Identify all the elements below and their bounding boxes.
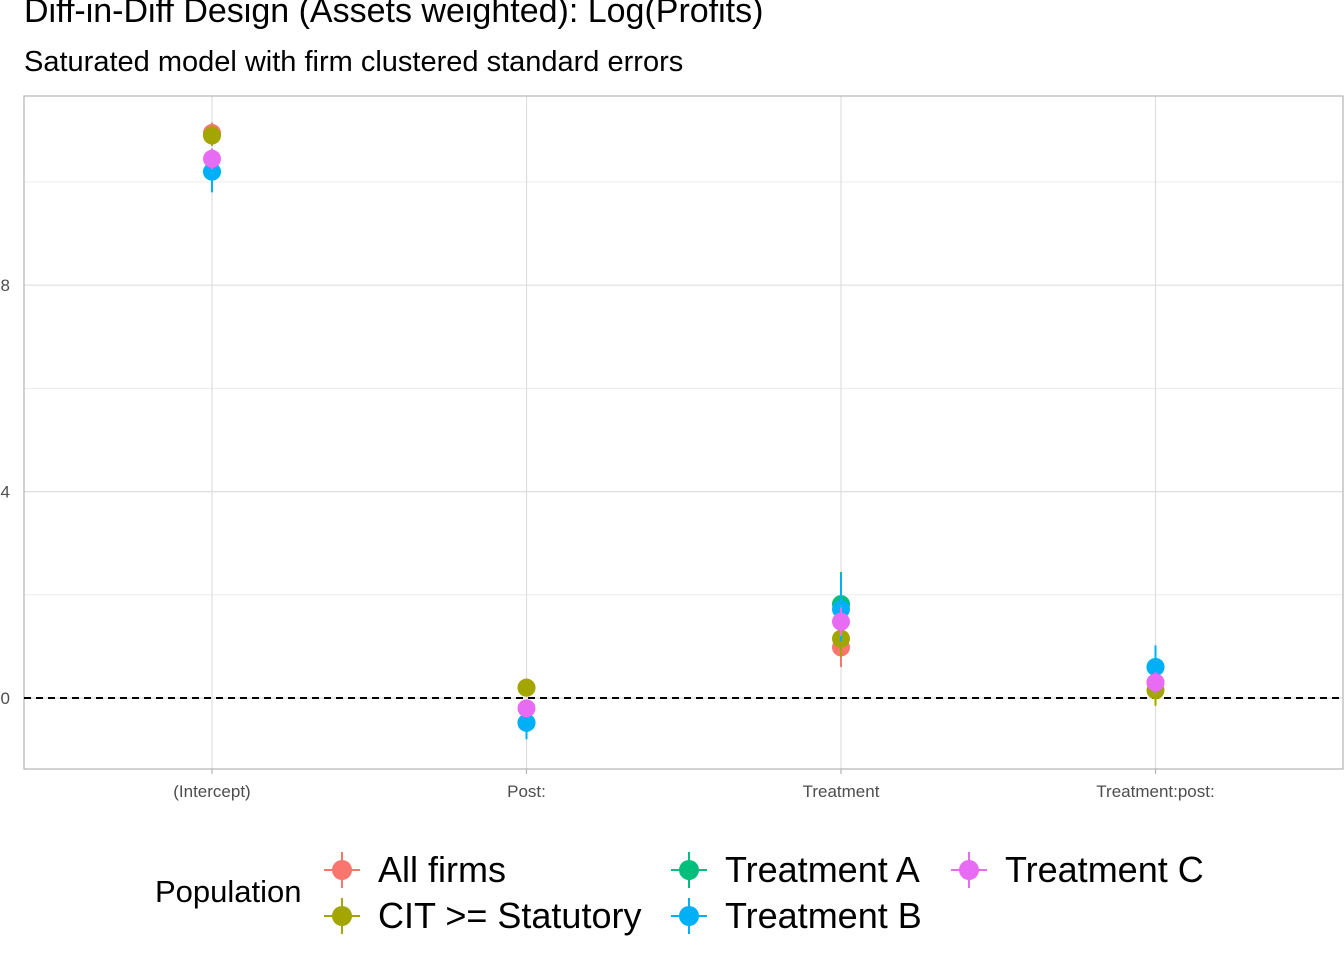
legend-item: CIT >= Statutory [320,894,641,938]
data-point [203,149,221,168]
data-point [203,162,221,181]
legend-key [951,852,987,888]
data-point [517,699,536,718]
legend-item: All firms [320,848,506,892]
data-point [203,126,221,145]
legend-title: Population [155,874,302,909]
y-tick-label: 8 [1,276,10,295]
legend-key [671,852,707,888]
legend-key [671,898,707,934]
x-tick-label: Post: [507,782,546,801]
legend-item: Treatment C [947,848,1204,892]
legend-key [324,852,360,888]
x-tick-label: Treatment:post: [1096,782,1214,801]
x-tick-label: (Intercept) [173,782,250,801]
data-point [1146,658,1165,677]
chart-subtitle: Saturated model with firm clustered stan… [24,46,684,78]
data-point [1146,673,1165,692]
chart-title: Diff-in-Diff Design (Assets weighted): L… [24,0,764,30]
legend-label: CIT >= Statutory [378,895,642,936]
legend-item: Treatment B [667,894,922,938]
data-point [517,678,536,697]
y-tick-label: 0 [1,689,10,708]
data-point [517,713,536,732]
legend-label: Treatment B [725,895,922,936]
legend-label: All firms [378,849,506,890]
x-tick-label: Treatment [803,782,880,801]
legend-label: Treatment C [1005,849,1204,890]
legend-item: Treatment A [667,848,920,892]
panel-border [23,95,1344,770]
coefficient-plot: 0 4 8 (Intercept) Post: Treatment Treatment:po… [1,95,1344,801]
legend-label: Treatment A [725,849,920,890]
legend-key [324,898,360,934]
data-point [832,612,850,631]
y-tick-label: 4 [1,483,10,502]
